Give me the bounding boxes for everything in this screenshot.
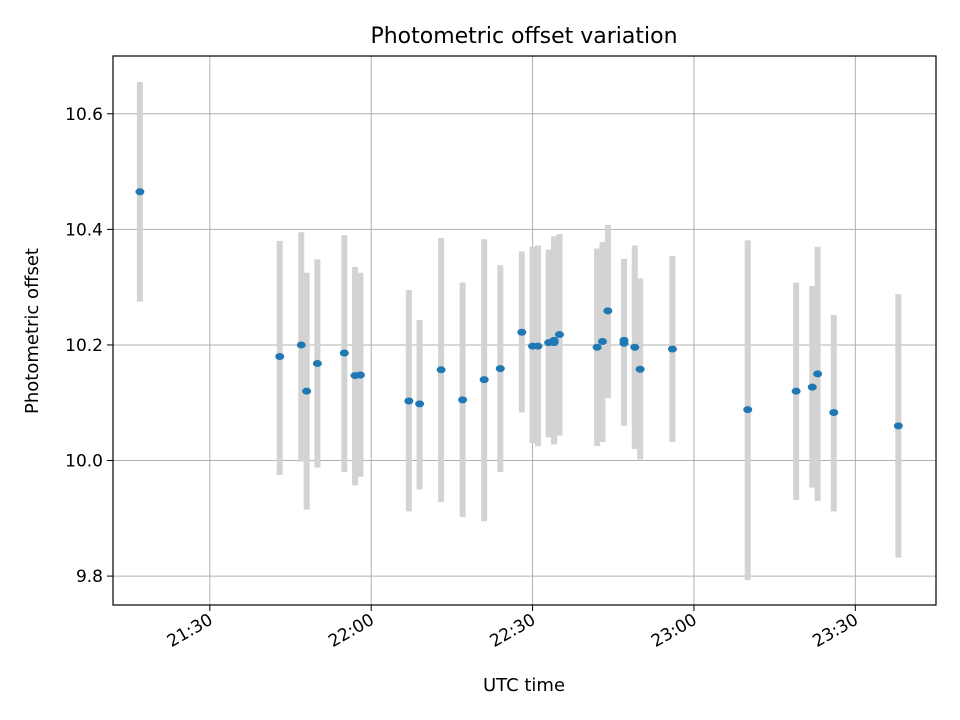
data-point (597, 337, 607, 345)
data-point (592, 343, 602, 351)
data-point (436, 366, 446, 374)
data-point (415, 400, 425, 408)
data-points (135, 188, 903, 430)
data-point (517, 328, 527, 336)
data-point (533, 342, 543, 350)
data-point (893, 422, 903, 430)
data-point (302, 387, 312, 395)
data-point (549, 339, 559, 347)
data-point (807, 383, 817, 391)
data-point (275, 353, 285, 361)
data-point (135, 188, 145, 196)
data-point (813, 370, 823, 378)
data-point (791, 387, 801, 395)
y-tick-label: 9.8 (76, 567, 103, 587)
y-tick-label: 10.4 (65, 220, 103, 240)
data-point (635, 365, 645, 373)
y-tick-label: 10.6 (65, 105, 103, 125)
plot-frame (112, 55, 937, 606)
data-point (667, 345, 677, 353)
data-point (404, 397, 414, 405)
chart-title: Photometric offset variation (370, 24, 677, 49)
data-point (355, 371, 365, 379)
data-point (479, 376, 489, 384)
y-tick-label: 10.2 (65, 336, 103, 356)
x-axis-label: UTC time (483, 675, 565, 696)
data-point (458, 396, 468, 404)
data-point (603, 307, 613, 315)
data-point (296, 341, 306, 349)
data-point (554, 331, 564, 339)
data-point (829, 409, 839, 417)
y-axis-label: Photometric offset (22, 248, 43, 414)
data-point (312, 359, 322, 367)
y-axis: 9.8 10.0 10.2 10.4 10.6 (65, 105, 113, 587)
data-point (630, 343, 640, 351)
data-point (743, 406, 753, 414)
y-tick-label: 10.0 (65, 452, 103, 472)
data-point (339, 349, 349, 357)
data-point (619, 336, 629, 344)
data-point (495, 365, 505, 373)
